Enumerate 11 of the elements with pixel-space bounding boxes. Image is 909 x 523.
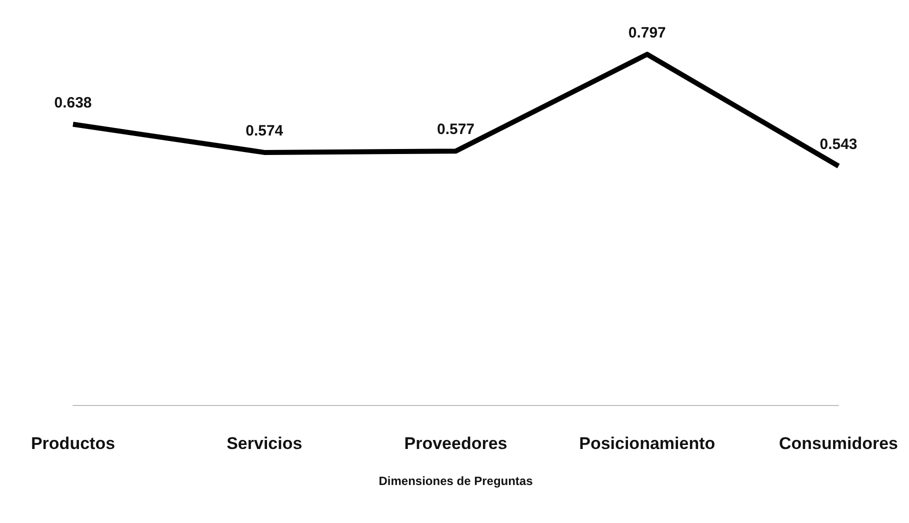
data-label: 0.574 xyxy=(246,122,284,140)
x-tick-label: Proveedores xyxy=(404,434,508,453)
x-tick-label: Posicionamiento xyxy=(579,434,716,453)
data-label: 0.797 xyxy=(628,24,666,42)
x-tick-label: Productos xyxy=(30,434,116,453)
x-tick-label: Servicios xyxy=(226,434,302,453)
data-label: 0.638 xyxy=(54,94,92,112)
x-axis-title: Dimensiones de Preguntas xyxy=(378,474,534,488)
data-label: 0.543 xyxy=(820,136,858,154)
data-label: 0.577 xyxy=(436,121,475,138)
x-tick-label: Consumidores xyxy=(778,434,898,453)
